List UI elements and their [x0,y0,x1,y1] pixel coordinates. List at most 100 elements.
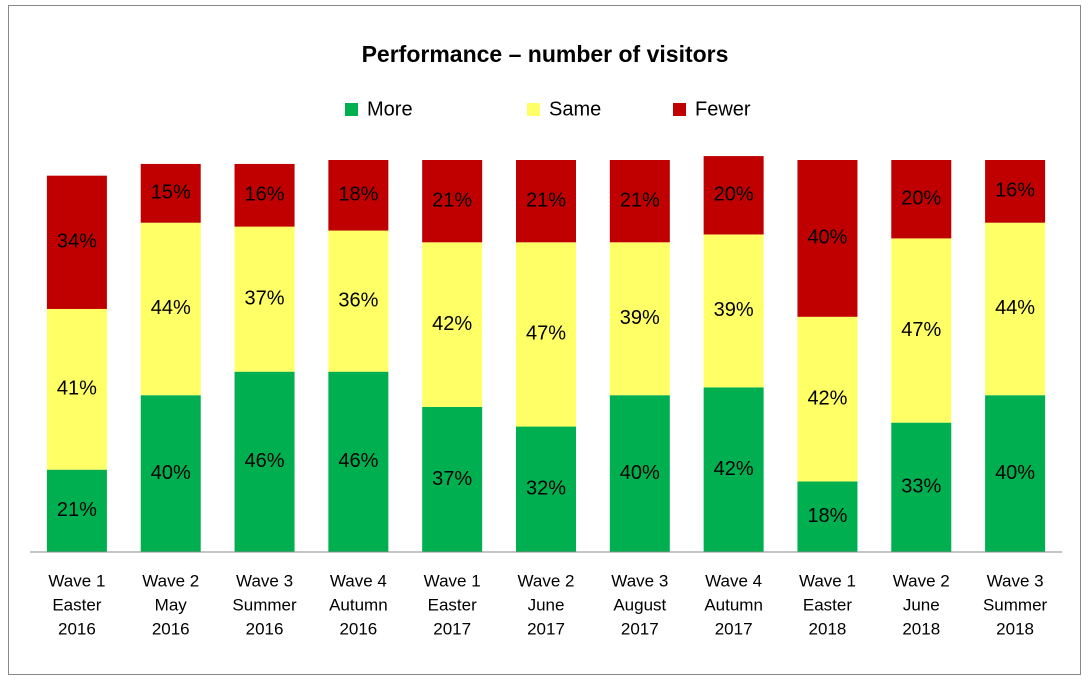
data-label: 47% [526,323,566,345]
legend-label: Fewer [695,98,751,120]
x-tick-label: June [528,595,565,614]
data-label: 21% [526,189,566,211]
x-tick-label: Wave 2 [517,571,574,590]
bar-segment [140,163,201,223]
x-tick-label: Summer [983,595,1048,614]
bar-segment [797,481,858,552]
data-label: 20% [714,184,754,206]
x-tick-label: Wave 2 [142,571,199,590]
data-label: 40% [620,462,660,484]
legend-swatch [345,103,358,116]
x-tick-label: Wave 2 [893,571,950,590]
bar-segment [140,395,201,552]
bar-segment [422,160,483,243]
data-label: 33% [901,476,941,498]
data-label: 36% [338,289,378,311]
x-tick-label: 2018 [996,619,1034,638]
bar-segment [516,426,576,552]
x-tick-label: 2018 [809,619,847,638]
data-label: 16% [995,180,1035,202]
x-tick-label: 2017 [433,619,471,638]
bar-segment [703,234,764,388]
x-tick-label: Wave 4 [705,571,762,590]
x-tick-label: 2017 [621,619,659,638]
data-label: 16% [245,184,285,206]
bar-segment [703,156,764,235]
x-tick-label: 2016 [58,619,96,638]
bar-segment [609,242,670,396]
bar-segment [328,371,389,552]
data-label: 21% [432,189,472,211]
x-tick-label: 2018 [902,619,940,638]
legend-swatch [673,103,686,116]
data-label: 20% [901,187,941,209]
data-label: 47% [901,319,941,341]
x-tick-label: May [155,595,188,614]
bar-segment [703,387,764,552]
data-label: 42% [807,387,847,409]
x-tick-label: Wave 1 [424,571,481,590]
x-tick-label: 2016 [152,619,190,638]
bar-segment [516,242,576,427]
data-label: 46% [338,450,378,472]
x-tick-label: Easter [428,595,477,614]
x-tick-label: Wave 1 [799,571,856,590]
bar-segment [234,371,295,552]
bar-segment [140,222,201,396]
x-tick-label: June [903,595,940,614]
x-tick-label: Wave 1 [48,571,105,590]
data-label: 34% [57,231,97,253]
bar-segment [516,160,576,243]
x-tick-label: 2017 [527,619,565,638]
data-label: 18% [338,184,378,206]
bar-segment [985,395,1046,552]
bar-segment [422,406,483,552]
data-label: 44% [151,297,191,319]
x-tick-label: Autumn [704,595,763,614]
bar-segment [234,226,295,372]
bar-segment [46,308,107,470]
data-label: 44% [995,297,1035,319]
x-tick-label: Wave 3 [611,571,668,590]
chart-title: Performance – number of visitors [362,41,729,67]
x-tick-label: Wave 3 [236,571,293,590]
data-label: 42% [714,458,754,480]
data-label: 39% [714,299,754,321]
data-label: 42% [432,313,472,335]
bar-segment [891,422,952,552]
bar-segment [797,316,858,482]
data-label: 40% [151,462,191,484]
bar-segment [985,160,1046,223]
x-tick-label: Wave 3 [987,571,1044,590]
data-label: 15% [151,182,191,204]
bar-segment [609,395,670,552]
bar-segment [46,469,107,552]
x-tick-label: Easter [803,595,852,614]
x-tick-label: 2017 [715,619,753,638]
data-label: 40% [807,227,847,249]
bar-segment [891,238,952,423]
x-tick-label: Summer [232,595,297,614]
bar-segment [985,222,1046,396]
x-tick-label: Easter [52,595,101,614]
data-label: 32% [526,478,566,500]
bar-segment [891,160,952,239]
x-tick-label: August [613,595,666,614]
data-label: 39% [620,307,660,329]
data-label: 37% [245,287,285,309]
x-tick-label: 2016 [339,619,377,638]
data-label: 37% [432,468,472,490]
data-label: 41% [57,378,97,400]
bar-segment [46,175,107,309]
legend-label: Same [549,98,601,120]
data-label: 18% [807,505,847,527]
data-label: 21% [57,499,97,521]
data-label: 21% [620,189,660,211]
x-tick-label: Wave 4 [330,571,387,590]
bar-segment [797,160,858,317]
bar-segment [234,163,295,227]
legend-swatch [527,103,540,116]
x-tick-label: Autumn [329,595,388,614]
x-tick-label: 2016 [246,619,284,638]
